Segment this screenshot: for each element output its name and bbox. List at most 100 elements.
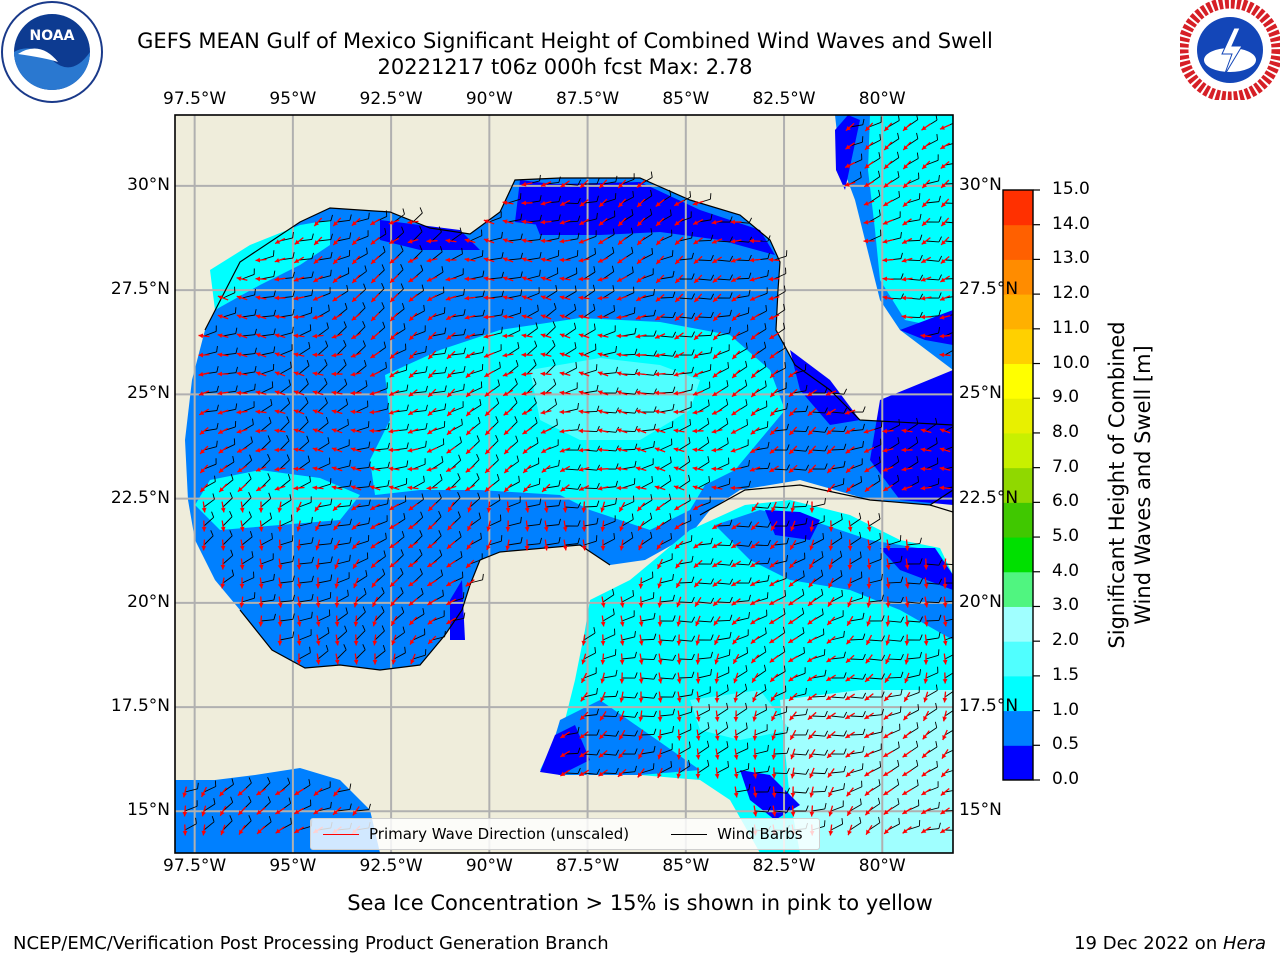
wave-arrow-head xyxy=(637,221,643,227)
wave-arrow-head xyxy=(790,793,796,798)
wave-arrow-head xyxy=(616,296,622,301)
wave-arrow-head xyxy=(865,677,870,682)
wind-barb-flag xyxy=(425,345,427,352)
wave-arrow-head xyxy=(845,468,851,473)
west-gulf-field-1 xyxy=(195,470,360,530)
wind-barb-flag xyxy=(311,289,314,296)
wind-barb-flag xyxy=(577,423,580,430)
wind-barb-flag xyxy=(824,802,827,810)
wind-barb-flag xyxy=(919,254,923,261)
wave-arrow-head xyxy=(504,468,510,474)
wave-arrow-head xyxy=(312,314,318,320)
wave-arrow-head xyxy=(219,487,224,493)
wave-arrow-head xyxy=(635,485,641,491)
wind-barb-flag xyxy=(767,806,771,813)
wave-arrow-head xyxy=(619,526,624,532)
wind-barb-flag xyxy=(286,454,290,461)
wave-arrow-head xyxy=(600,507,606,513)
wind-barb-flag xyxy=(364,265,367,272)
wind-barb xyxy=(944,163,953,166)
wind-barb xyxy=(716,708,729,717)
wind-barb-flag xyxy=(248,796,252,802)
wind-barb xyxy=(336,808,350,812)
wave-arrow-head xyxy=(712,391,718,396)
wave-arrow-head xyxy=(407,466,412,472)
wave-arrow-head xyxy=(597,409,603,414)
wave-arrow-head xyxy=(827,753,832,758)
wind-barb-flag xyxy=(672,726,674,733)
wave-arrow-head xyxy=(597,314,603,320)
wind-barb-flag xyxy=(382,645,386,651)
wave-arrow-head xyxy=(809,563,814,569)
wave-arrow-head xyxy=(904,583,910,589)
wind-barb xyxy=(697,239,712,242)
wind-barb-flag xyxy=(786,787,791,794)
wind-barb-flag xyxy=(615,387,619,394)
wind-barb xyxy=(336,524,350,527)
wind-barb xyxy=(203,786,216,793)
wind-barb xyxy=(336,789,350,793)
wave-arrow-head xyxy=(502,200,508,206)
wave-arrow-head xyxy=(562,526,568,532)
wind-barb xyxy=(868,518,881,527)
wind-barb-flag xyxy=(821,608,824,615)
wind-barb-flag xyxy=(349,459,351,466)
wind-barb xyxy=(203,803,216,812)
wind-barb-flag xyxy=(706,436,710,443)
wind-barb-flag xyxy=(670,761,673,768)
wave-arrow-head xyxy=(524,526,530,532)
wind-barb xyxy=(621,196,634,204)
wind-barb-flag xyxy=(688,494,691,501)
wave-arrow-head xyxy=(713,620,719,626)
wave-arrow-head xyxy=(940,144,946,149)
wind-barb xyxy=(716,443,729,451)
wave-arrow-head xyxy=(921,828,927,833)
wave-arrow-head xyxy=(790,507,796,513)
wave-arrow-head xyxy=(467,525,472,531)
wave-arrow-head xyxy=(616,485,621,491)
wind-barb xyxy=(868,731,882,736)
lon-tick-top: 87.5°W xyxy=(555,89,620,109)
wind-barb xyxy=(317,543,331,546)
wave-arrow-head xyxy=(693,372,699,377)
wave-arrow-head xyxy=(388,466,394,472)
wave-arrow-head xyxy=(828,811,834,817)
wind-barb xyxy=(450,314,464,318)
wind-barb xyxy=(754,467,769,470)
wave-arrow-head xyxy=(864,752,870,757)
wave-arrow-head xyxy=(200,487,206,493)
wind-barb xyxy=(602,271,614,280)
wave-arrow-head xyxy=(618,753,624,759)
wind-barb xyxy=(450,389,464,394)
wind-barb xyxy=(811,449,825,452)
wave-arrow-head xyxy=(864,790,870,796)
wind-barb-flag xyxy=(425,385,428,392)
wave-arrow-head xyxy=(600,602,606,608)
wind-barb xyxy=(298,441,310,451)
wave-arrow-head xyxy=(352,544,358,550)
wave-arrow-head xyxy=(485,449,491,455)
wave-arrow-head xyxy=(353,621,359,627)
wind-barb xyxy=(298,258,312,261)
wind-barb xyxy=(564,387,578,394)
wind-barb-flag xyxy=(958,612,959,618)
wind-barb-flag xyxy=(803,646,805,654)
wave-arrow-head xyxy=(274,258,280,263)
wind-barb-flag xyxy=(482,573,484,580)
wind-barb-flag xyxy=(615,480,618,487)
wind-barb-flag xyxy=(632,589,634,597)
wave-arrow-head xyxy=(635,428,641,433)
wave-arrow-head xyxy=(616,447,622,453)
wind-barb-flag xyxy=(444,630,446,637)
wind-barb-flag xyxy=(729,596,733,603)
wave-arrow-head xyxy=(237,486,243,492)
wind-barb-flag xyxy=(822,533,825,540)
wave-arrow-head xyxy=(410,639,415,645)
footer-date-text: 19 Dec 2022 on xyxy=(1074,933,1223,954)
colorbar-tick-label: 13.0 xyxy=(1052,248,1090,269)
colorbar-swatch xyxy=(1003,502,1033,538)
wind-barb xyxy=(431,461,444,470)
wind-barb xyxy=(640,638,655,641)
wave-arrow-head xyxy=(274,276,280,282)
wave-arrow-head xyxy=(275,239,281,244)
